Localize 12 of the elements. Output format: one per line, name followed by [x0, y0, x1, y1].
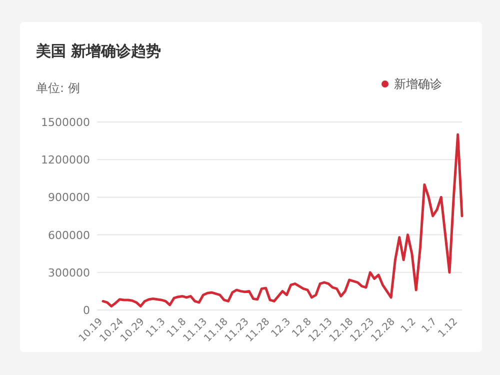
y-axis-title: 单位: 例	[36, 81, 80, 95]
y-tick-label: 1500000	[41, 116, 90, 129]
y-tick-label: 1200000	[41, 154, 90, 167]
y-tick-label: 300000	[48, 266, 90, 280]
x-tick-label: 1.2	[399, 316, 418, 336]
chart-title: 美国 新增确诊趋势	[35, 42, 162, 60]
x-tick-label: 1.7	[420, 316, 440, 336]
legend: 新增确诊	[382, 77, 442, 91]
y-tick-label: 0	[83, 304, 90, 317]
legend-label: 新增确诊	[394, 77, 442, 91]
y-tick-label: 900000	[48, 191, 90, 204]
y-tick-label: 600000	[48, 228, 90, 242]
